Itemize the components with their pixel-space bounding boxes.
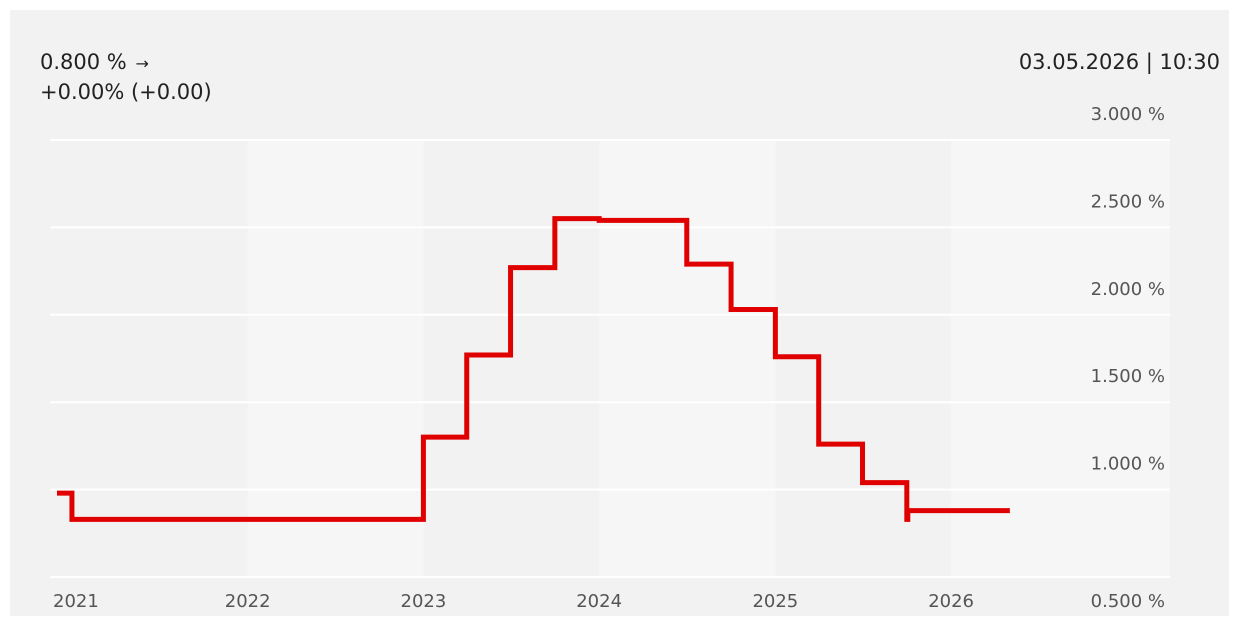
year-band (599, 140, 776, 577)
year-bands (247, 140, 1170, 577)
y-tick-label: 1.500 % (1091, 366, 1165, 387)
x-tick-label: 2025 (752, 591, 798, 612)
x-tick-label: 2021 (53, 591, 99, 612)
y-axis-labels: 3.000 % 2.500 % 2.000 % 1.500 % 1.000 % 0.500… (1091, 104, 1165, 612)
current-value-text: 0.800 % (40, 50, 127, 74)
x-tick-label: 2024 (576, 591, 622, 612)
x-axis-labels: 2021 2022 2023 2024 2025 2026 (53, 591, 974, 612)
year-band (951, 140, 1170, 577)
trend-arrow-icon: → (135, 54, 149, 73)
series-layer (57, 216, 1010, 522)
series-line (57, 216, 1010, 522)
y-tick-label: 1.000 % (1091, 454, 1165, 475)
year-band (247, 140, 424, 577)
x-tick-label: 2026 (928, 591, 974, 612)
gridlines (50, 139, 1170, 578)
x-tick-label: 2023 (401, 591, 447, 612)
y-tick-label: 2.500 % (1091, 191, 1165, 212)
x-tick-label: 2022 (225, 591, 271, 612)
change-value: +0.00% (+0.00) (40, 80, 212, 104)
y-tick-label: 0.500 % (1091, 591, 1165, 612)
current-value: 0.800 % → (40, 47, 149, 79)
y-tick-label: 3.000 % (1091, 104, 1165, 125)
y-tick-label: 2.000 % (1091, 279, 1165, 300)
quote-datetime: 03.05.2026 | 10:30 (1018, 50, 1220, 74)
